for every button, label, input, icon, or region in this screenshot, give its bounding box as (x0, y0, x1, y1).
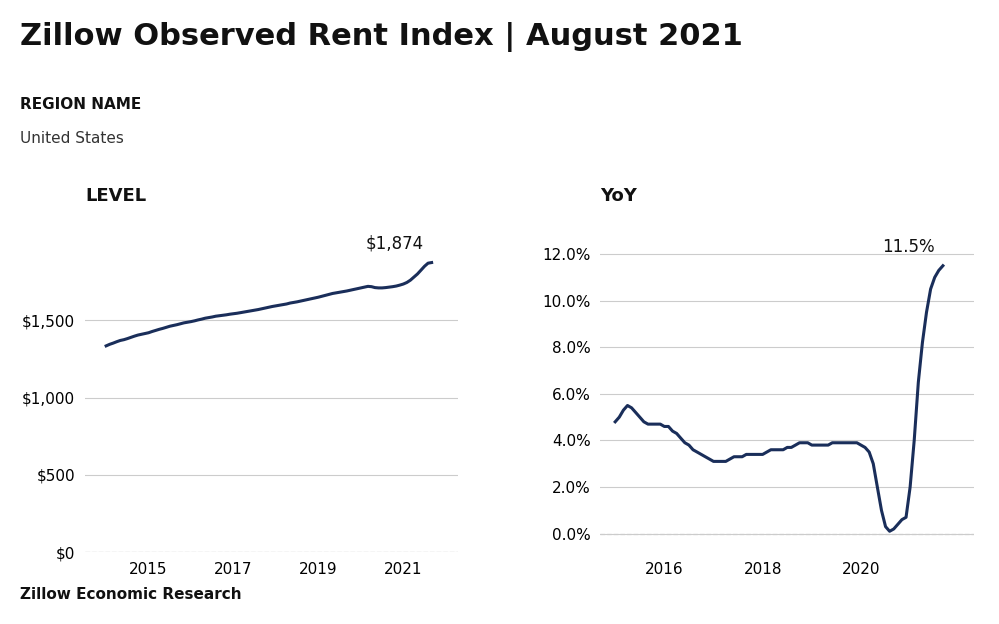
Text: Zillow Economic Research: Zillow Economic Research (20, 587, 242, 602)
Text: YoY: YoY (600, 187, 637, 205)
Text: 11.5%: 11.5% (882, 238, 935, 256)
Text: Zillow Observed Rent Index | August 2021: Zillow Observed Rent Index | August 2021 (20, 22, 743, 52)
Text: $1,874: $1,874 (366, 235, 424, 253)
Text: REGION NAME: REGION NAME (20, 97, 141, 112)
Text: United States: United States (20, 131, 124, 146)
Text: LEVEL: LEVEL (85, 187, 146, 205)
